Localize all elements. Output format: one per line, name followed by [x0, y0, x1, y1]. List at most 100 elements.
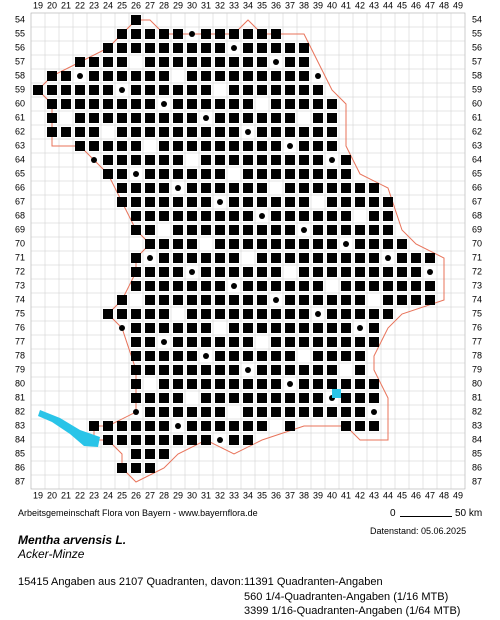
column-label: 43 — [369, 0, 379, 10]
record-square — [61, 127, 71, 137]
row-label: 71 — [472, 252, 482, 262]
record-square — [159, 449, 169, 459]
column-label: 35 — [257, 0, 267, 10]
record-square — [257, 43, 267, 53]
record-square — [299, 85, 309, 95]
lake — [38, 410, 100, 447]
record-square — [369, 379, 379, 389]
record-square — [285, 85, 295, 95]
row-label: 60 — [472, 98, 482, 108]
record-square — [383, 225, 393, 235]
column-label: 28 — [159, 0, 169, 10]
record-dot — [273, 297, 279, 303]
record-dot — [147, 255, 153, 261]
record-square — [159, 407, 169, 417]
row-label: 87 — [15, 476, 25, 486]
record-square — [61, 99, 71, 109]
row-label: 68 — [15, 210, 25, 220]
row-label: 87 — [472, 476, 482, 486]
row-label: 56 — [472, 42, 482, 52]
record-square — [313, 267, 323, 277]
record-square — [299, 253, 309, 263]
record-square — [117, 295, 127, 305]
row-label: 81 — [472, 392, 482, 402]
column-label: 45 — [397, 490, 407, 500]
record-square — [75, 113, 85, 123]
record-square — [117, 43, 127, 53]
record-square — [187, 295, 197, 305]
record-dot — [77, 73, 83, 79]
record-square — [299, 43, 309, 53]
record-square — [271, 85, 281, 95]
column-label: 42 — [355, 0, 365, 10]
column-label: 33 — [229, 490, 239, 500]
record-square — [201, 421, 211, 431]
row-label: 54 — [15, 14, 25, 24]
row-label: 78 — [15, 350, 25, 360]
record-square — [187, 365, 197, 375]
record-square — [257, 197, 267, 207]
record-square — [173, 141, 183, 151]
record-square — [131, 43, 141, 53]
record-square — [341, 225, 351, 235]
row-label: 72 — [15, 266, 25, 276]
record-square — [187, 407, 197, 417]
row-label: 64 — [472, 154, 482, 164]
row-label: 74 — [472, 294, 482, 304]
record-square — [173, 29, 183, 39]
record-square — [355, 225, 365, 235]
column-label: 24 — [103, 490, 113, 500]
row-label: 57 — [15, 56, 25, 66]
record-square — [145, 267, 155, 277]
record-square — [159, 239, 169, 249]
row-label: 65 — [15, 168, 25, 178]
column-label: 22 — [75, 490, 85, 500]
record-square — [271, 197, 281, 207]
record-square — [159, 141, 169, 151]
record-square — [355, 253, 365, 263]
record-square — [313, 225, 323, 235]
record-square — [47, 113, 57, 123]
row-label: 62 — [472, 126, 482, 136]
record-square — [341, 211, 351, 221]
record-square — [131, 337, 141, 347]
record-square — [327, 225, 337, 235]
column-label: 37 — [285, 490, 295, 500]
record-square — [103, 169, 113, 179]
record-square — [187, 71, 197, 81]
record-square — [145, 309, 155, 319]
record-square — [313, 281, 323, 291]
record-square — [187, 323, 197, 333]
record-square — [285, 197, 295, 207]
record-square — [215, 71, 225, 81]
record-square — [299, 281, 309, 291]
summary: 15415 Angaben aus 2107 Quadranten, davon… — [18, 576, 244, 588]
record-square — [159, 71, 169, 81]
record-square — [229, 29, 239, 39]
record-square — [229, 351, 239, 361]
record-square — [117, 71, 127, 81]
record-square — [313, 351, 323, 361]
record-square — [117, 155, 127, 165]
record-dot — [119, 87, 125, 93]
record-square — [243, 211, 253, 221]
record-square — [145, 197, 155, 207]
record-square — [187, 421, 197, 431]
record-square — [243, 141, 253, 151]
record-square — [131, 141, 141, 151]
record-square — [327, 379, 337, 389]
record-square — [89, 85, 99, 95]
record-square — [215, 57, 225, 67]
record-square — [187, 85, 197, 95]
record-square — [271, 337, 281, 347]
column-label: 29 — [173, 490, 183, 500]
record-square — [159, 323, 169, 333]
record-square — [257, 169, 267, 179]
record-square — [341, 295, 351, 305]
record-square — [131, 309, 141, 319]
record-square — [341, 379, 351, 389]
record-square — [131, 113, 141, 123]
record-square — [215, 141, 225, 151]
record-square — [201, 379, 211, 389]
record-square — [299, 323, 309, 333]
